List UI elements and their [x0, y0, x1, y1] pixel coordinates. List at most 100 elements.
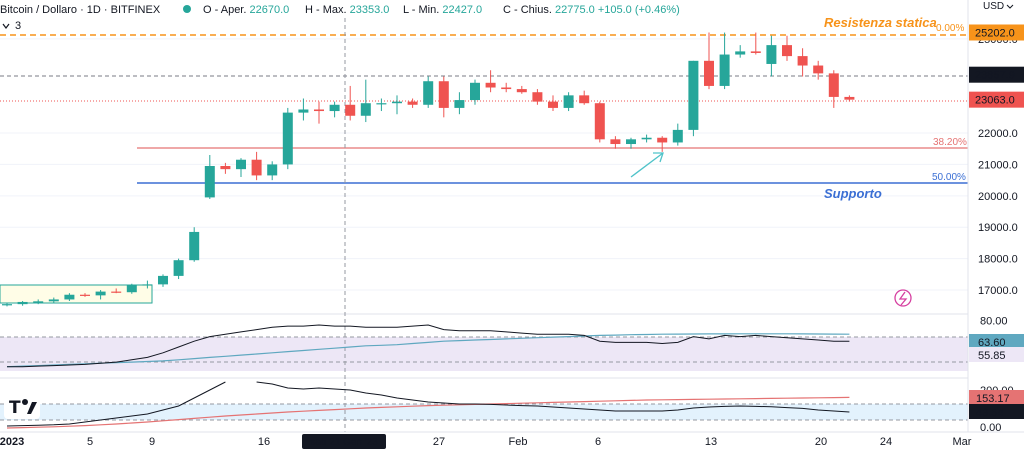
- candle: [485, 70, 496, 93]
- candle-body: [797, 56, 808, 66]
- candle-body: [828, 73, 839, 97]
- price-tag-resistance: [969, 24, 1024, 41]
- candle-body: [563, 95, 574, 108]
- candle: [766, 35, 777, 77]
- oscillator1-value-label: 55.85: [978, 350, 1006, 362]
- currency-chevron-icon[interactable]: [1006, 4, 1014, 9]
- collapse-indicators-button[interactable]: 3: [2, 20, 21, 32]
- candle-body: [782, 45, 792, 57]
- ohlc-open-value: 22670.0: [249, 4, 289, 16]
- candle: [672, 123, 683, 146]
- candle-body: [80, 294, 90, 296]
- ohlc-high-label: H - Max. 23353.0: [305, 4, 389, 16]
- candle-body: [33, 301, 44, 303]
- candle: [48, 297, 59, 303]
- candle: [220, 162, 231, 174]
- candle-body: [626, 139, 636, 145]
- time-tick-label: Feb: [509, 436, 528, 448]
- oscillator1-band: [0, 337, 968, 371]
- lightning-icon[interactable]: [894, 289, 912, 307]
- time-tick-label: 5: [87, 436, 93, 448]
- candle-body: [438, 81, 449, 108]
- candle: [782, 35, 792, 61]
- candle: [345, 85, 356, 121]
- candle: [267, 161, 278, 181]
- svg-text:T: T: [9, 398, 21, 418]
- candle-body: [594, 103, 605, 140]
- time-axis[interactable]: 2023 5 9 16 27 Feb 6 13 20 24 Mar sab 21 Gen '23: [0, 431, 1024, 449]
- candle-body: [189, 231, 200, 261]
- candle: [610, 136, 621, 149]
- candle-body: [470, 82, 480, 101]
- price-tick-label: 17000.0: [978, 285, 1018, 297]
- consolidation-box: [0, 284, 153, 304]
- candle-body: [220, 166, 231, 170]
- oscillator1-ma-line: [6, 333, 850, 368]
- price-tag-label: 23063.0: [975, 95, 1015, 107]
- price-axis[interactable]: 17000.0 18000.0 19000.0 20000.0 21000.0 22000…: [967, 0, 1024, 432]
- candle-body: [64, 294, 75, 300]
- crosshair-date-label: sab 21 Gen '23: [310, 437, 378, 448]
- grid-layer: [0, 38, 968, 291]
- currency-label[interactable]: USD: [983, 1, 1004, 12]
- price-tag-label: 23857.9: [975, 70, 1015, 82]
- candle-body: [844, 96, 855, 100]
- price-tick-label: 20000.0: [978, 191, 1018, 203]
- price-tag-last: [969, 91, 1024, 108]
- oscillator1-tick-label: 80.00: [980, 315, 1008, 327]
- candle: [33, 299, 44, 305]
- candle-body: [282, 112, 293, 165]
- fib-0-label: 0.00%: [936, 23, 964, 34]
- candle-body: [267, 164, 278, 176]
- ohlc-o: O: [203, 4, 212, 16]
- candle-body: [454, 100, 465, 108]
- candle-body: [298, 109, 309, 113]
- candle: [80, 293, 90, 297]
- oscillator1-value-tag: [969, 347, 1024, 362]
- candle-body: [735, 51, 746, 55]
- candle-body: [548, 101, 558, 108]
- oscillator1-line: [7, 324, 850, 368]
- candle-body: [329, 104, 340, 112]
- oscillator2-value-label: 153.17: [976, 393, 1010, 405]
- candle-body: [719, 54, 730, 86]
- candle-body: [48, 299, 59, 302]
- candle: [251, 151, 262, 181]
- time-tick-label: 16: [258, 436, 270, 448]
- oscillator2-line: [256, 381, 850, 413]
- candle: [579, 90, 590, 105]
- support-label: Supporto: [824, 186, 882, 201]
- candle-body: [532, 92, 543, 102]
- candle-body: [688, 60, 699, 130]
- ohlc-change-value: +105.0 (+0.46%): [598, 4, 680, 16]
- candle: [142, 280, 153, 289]
- candle: [204, 155, 215, 199]
- candle: [813, 60, 824, 80]
- candle-body: [345, 104, 356, 116]
- oscillator2-tick-label: 0.00: [980, 422, 1001, 434]
- candle: [314, 101, 324, 124]
- oscillator1-value-tag: [969, 334, 1024, 349]
- ohlc-o-prefix: Aper.: [221, 4, 247, 16]
- candle-body: [251, 159, 262, 176]
- candle: [95, 290, 106, 300]
- candle-body: [672, 129, 683, 143]
- price-tick-label: 19000.0: [978, 222, 1018, 234]
- candle: [719, 32, 730, 90]
- time-tick-label: Mar: [953, 436, 972, 448]
- candle: [282, 107, 293, 170]
- candle-body: [766, 45, 777, 64]
- candle: [173, 258, 184, 280]
- tradingview-logo[interactable]: T: [4, 393, 40, 419]
- candle: [563, 92, 574, 112]
- ohlc-high-value: 23353.0: [350, 4, 390, 16]
- candle: [641, 134, 652, 143]
- resistance-label: Resistenza statica: [824, 15, 937, 30]
- candle-body: [376, 103, 387, 105]
- candle: [735, 45, 746, 58]
- price-tag-label: 25202.0: [975, 27, 1015, 39]
- candle-body: [142, 284, 153, 286]
- candle-body: [423, 81, 434, 105]
- candle-body: [17, 301, 28, 305]
